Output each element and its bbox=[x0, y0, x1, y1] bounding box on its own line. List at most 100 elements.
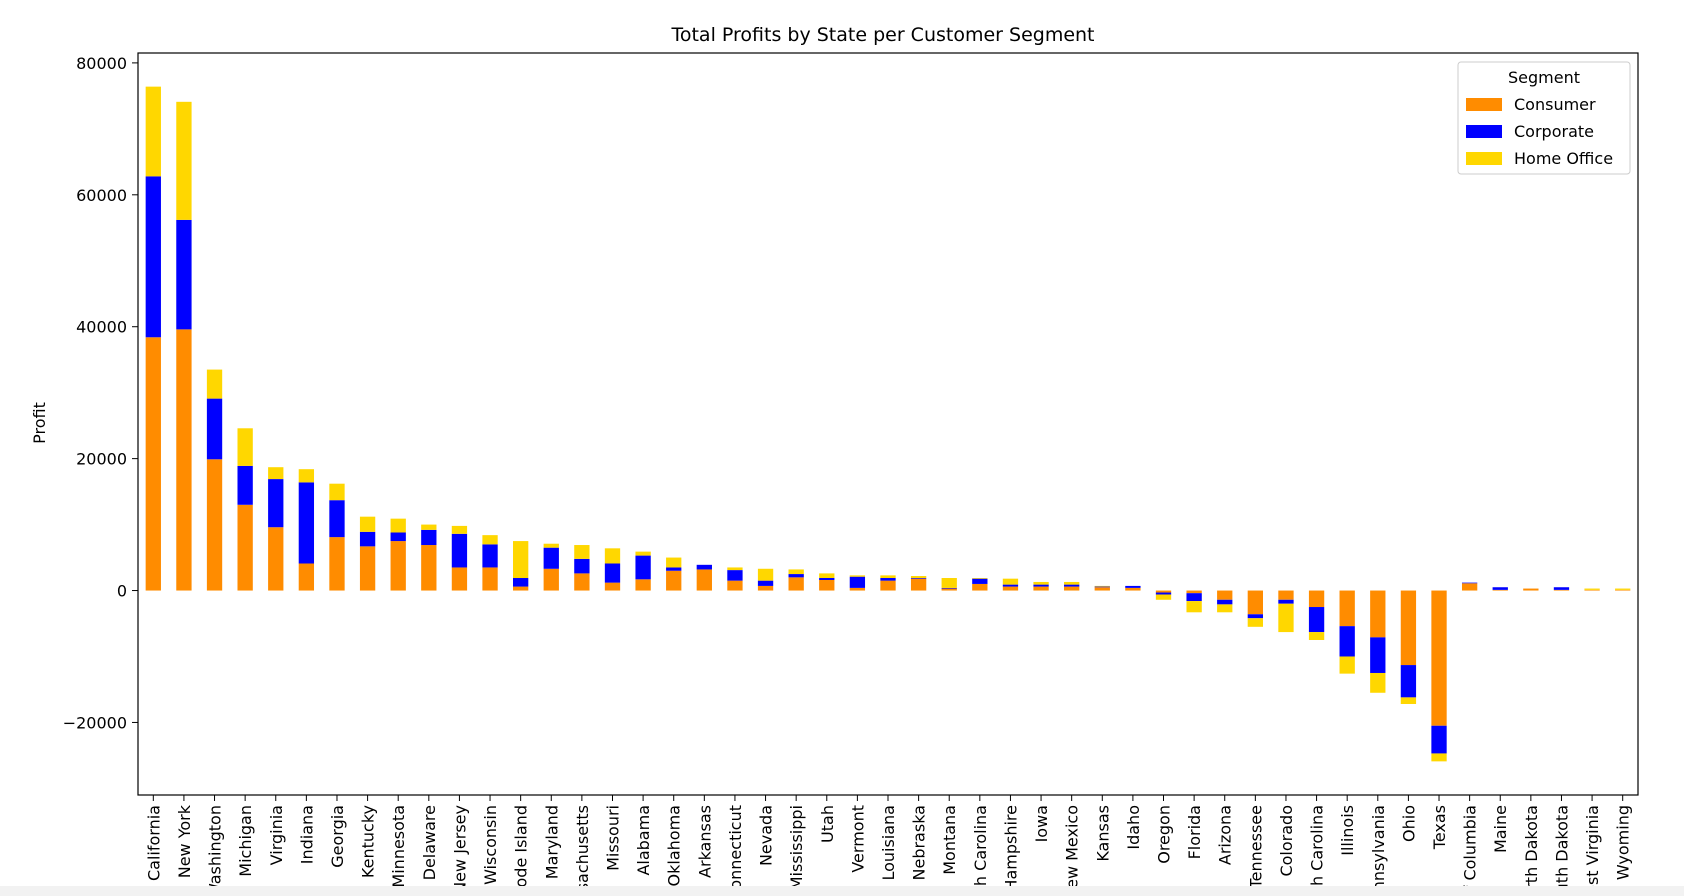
legend: Segment Consumer Corporate Home Office bbox=[1457, 61, 1631, 175]
bar-home-office-nebraska-25 bbox=[910, 576, 927, 579]
bar-home-office-minnesota-8 bbox=[390, 518, 406, 533]
x-tick-label-missouri: Missouri bbox=[603, 805, 622, 871]
x-tick-label-rhode-island: ode Island bbox=[512, 805, 531, 886]
bar-corporate-new-mexico-30 bbox=[1064, 584, 1080, 587]
bar-home-office-north-carolina-27 bbox=[972, 578, 988, 579]
bar-consumer-texas-42 bbox=[1431, 590, 1447, 726]
bar-corporate-illinois-39 bbox=[1339, 626, 1355, 657]
x-tick-label-nebraska: Nebraska bbox=[910, 805, 929, 880]
bar-consumer-idaho-32 bbox=[1125, 587, 1141, 591]
x-tick-label-texas: Texas bbox=[1430, 805, 1449, 850]
bar-corporate-connecticut-19 bbox=[727, 570, 743, 581]
x-tick-label-louisiana: Louisiana bbox=[879, 805, 898, 881]
bar-corporate-mississippi-21 bbox=[788, 574, 804, 578]
bar-corporate-kentucky-7 bbox=[359, 531, 376, 547]
bar-consumer-north-carolina-27 bbox=[972, 583, 988, 591]
bar-corporate-missouri-15 bbox=[604, 563, 621, 583]
bar-consumer-new-hampshire-28 bbox=[1002, 586, 1019, 591]
bar-corporate-iowa-29 bbox=[1033, 584, 1049, 587]
bar-consumer-new-mexico-30 bbox=[1064, 586, 1080, 591]
x-tick-label-idaho: Idaho bbox=[1124, 805, 1143, 850]
bar-corporate-texas-42 bbox=[1431, 725, 1447, 754]
bar-corporate-maine-44 bbox=[1492, 587, 1508, 590]
bar-consumer-north-carolina-38 bbox=[1308, 590, 1325, 608]
bar-home-office-west-virginia-47 bbox=[1584, 588, 1600, 590]
bar-home-office-pennsylvania-40 bbox=[1370, 672, 1386, 693]
bar-corporate-district-of-columbia-43 bbox=[1461, 582, 1478, 584]
bar-home-office-wyoming-48 bbox=[1615, 588, 1631, 590]
bottom-strip bbox=[0, 886, 1684, 896]
bar-corporate-rhode-island-12 bbox=[513, 578, 529, 587]
bar-consumer-washington-2 bbox=[206, 459, 223, 591]
bar-corporate-nevada-20 bbox=[757, 580, 774, 586]
bar-consumer-west-virginia-47 bbox=[1584, 589, 1600, 591]
bar-corporate-new-jersey-10 bbox=[451, 533, 468, 568]
bar-corporate-louisiana-24 bbox=[880, 578, 896, 581]
bar-corporate-colorado-37 bbox=[1278, 599, 1294, 604]
bar-home-office-utah-22 bbox=[819, 573, 835, 579]
bar-corporate-california-0 bbox=[145, 176, 161, 338]
bar-consumer-alabama-16 bbox=[635, 579, 651, 591]
bar-consumer-california-0 bbox=[145, 337, 161, 591]
bar-corporate-montana-26 bbox=[941, 587, 957, 589]
bar-consumer-michigan-3 bbox=[237, 504, 253, 591]
bar-consumer-rhode-island-12 bbox=[513, 586, 529, 591]
x-tick-label-vermont: Vermont bbox=[848, 805, 867, 873]
bar-home-office-washington-2 bbox=[206, 369, 223, 399]
bar-corporate-north-carolina-27 bbox=[972, 578, 988, 584]
x-tick-label-virginia: Virginia bbox=[267, 805, 286, 865]
bar-home-office-montana-26 bbox=[941, 578, 957, 588]
bar-corporate-indiana-5 bbox=[298, 482, 315, 564]
x-tick-label-tennessee: Tennessee bbox=[1246, 805, 1265, 886]
bar-consumer-maryland-13 bbox=[543, 568, 559, 591]
bar-corporate-idaho-32 bbox=[1125, 585, 1141, 588]
legend-label-consumer: Consumer bbox=[1514, 95, 1596, 114]
x-tick-label-iowa: Iowa bbox=[1032, 805, 1051, 842]
bar-corporate-new-hampshire-28 bbox=[1002, 584, 1019, 587]
x-tick-label-montana: Montana bbox=[940, 805, 959, 875]
bar-home-office-texas-42 bbox=[1431, 753, 1447, 762]
bar-corporate-florida-34 bbox=[1186, 593, 1202, 602]
bar-consumer-new-york-1 bbox=[176, 329, 192, 591]
x-tick-label-pennsylvania: nnsylvania bbox=[1369, 805, 1388, 886]
bar-home-office-maryland-13 bbox=[543, 543, 559, 548]
bar-home-office-massachusetts-14 bbox=[574, 545, 590, 559]
bar-corporate-oklahoma-17 bbox=[666, 567, 682, 571]
bar-home-office-michigan-3 bbox=[237, 428, 253, 466]
bar-consumer-mississippi-21 bbox=[788, 577, 804, 591]
bar-home-office-alabama-16 bbox=[635, 551, 651, 556]
bar-consumer-pennsylvania-40 bbox=[1370, 590, 1386, 638]
bar-home-office-illinois-39 bbox=[1339, 656, 1355, 674]
bar-home-office-kansas-31 bbox=[1094, 585, 1110, 587]
bar-corporate-north-carolina-38 bbox=[1308, 607, 1325, 633]
x-tick-label-kansas: Kansas bbox=[1093, 805, 1112, 862]
bar-consumer-iowa-29 bbox=[1033, 586, 1049, 591]
bar-home-office-california-0 bbox=[145, 86, 161, 177]
bar-home-office-oregon-33 bbox=[1155, 594, 1172, 600]
bar-corporate-tennessee-36 bbox=[1247, 614, 1263, 619]
bar-consumer-south-dakota-46 bbox=[1553, 589, 1570, 591]
bar-corporate-vermont-23 bbox=[849, 576, 866, 588]
bar-home-office-vermont-23 bbox=[849, 575, 866, 577]
bar-corporate-oregon-33 bbox=[1155, 592, 1172, 595]
bar-corporate-nebraska-25 bbox=[910, 578, 927, 579]
bar-consumer-florida-34 bbox=[1186, 590, 1202, 594]
bar-corporate-south-dakota-46 bbox=[1553, 587, 1570, 590]
bar-consumer-wisconsin-11 bbox=[482, 567, 498, 591]
bar-corporate-utah-22 bbox=[819, 578, 835, 580]
bar-home-office-new-mexico-30 bbox=[1064, 581, 1080, 585]
bar-home-office-kentucky-7 bbox=[359, 516, 376, 532]
x-tick-label-wisconsin: Wisconsin bbox=[481, 805, 500, 885]
x-tick-label-mississippi: Mississippi bbox=[787, 805, 806, 886]
bar-home-office-mississippi-21 bbox=[788, 569, 804, 575]
bar-consumer-vermont-23 bbox=[849, 587, 866, 591]
bar-home-office-missouri-15 bbox=[604, 548, 621, 564]
y-tick-label: 80000 bbox=[76, 54, 127, 73]
x-tick-label-maryland: Maryland bbox=[542, 805, 561, 879]
bar-corporate-massachusetts-14 bbox=[574, 558, 590, 574]
bar-corporate-washington-2 bbox=[206, 398, 223, 460]
bar-consumer-delaware-9 bbox=[421, 545, 437, 591]
x-tick-label-south-dakota: uth Dakota bbox=[1552, 805, 1571, 886]
bar-corporate-michigan-3 bbox=[237, 465, 253, 505]
